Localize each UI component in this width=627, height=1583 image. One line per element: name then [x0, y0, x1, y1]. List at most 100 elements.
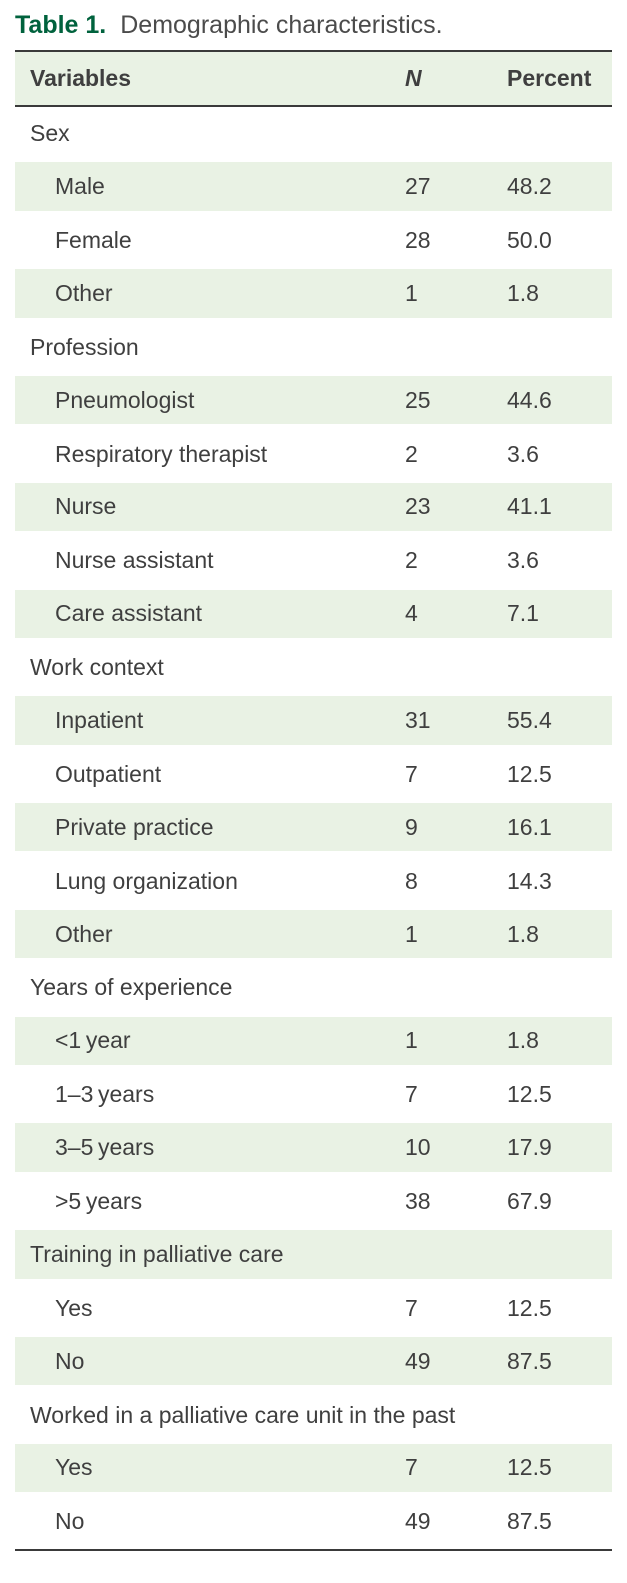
- section-header-row: Training in palliative care: [15, 1228, 612, 1282]
- row-percent-value: 16.1: [507, 813, 552, 840]
- row-label: >5 years: [55, 1188, 143, 1214]
- row-label: No: [55, 1508, 85, 1535]
- table-row: Pneumologist 25 44.6: [15, 373, 612, 428]
- row-label: Female: [55, 226, 132, 253]
- section-header-label: Years of experience: [30, 974, 233, 1001]
- row-percent-value: 12.5: [507, 760, 552, 787]
- demographics-table: Variables N Percent Sex Male 27 48.2 Female 2…: [15, 50, 612, 1551]
- row-n-value: 2: [405, 440, 418, 467]
- row-n-value: 31: [405, 706, 431, 733]
- row-percent-value: 55.4: [507, 706, 552, 733]
- section-header-row: Sex: [15, 107, 612, 160]
- row-percent-value: 48.2: [507, 173, 552, 200]
- table-header-row: Variables N Percent: [15, 50, 612, 107]
- row-n-value: 7: [405, 1454, 418, 1481]
- row-percent-value: 3.6: [507, 440, 539, 467]
- table-row: Yes 7 12.5: [15, 1282, 612, 1335]
- row-percent-value: 3.6: [507, 547, 539, 574]
- row-label: No: [55, 1347, 85, 1374]
- row-percent-value: 12.5: [507, 1454, 552, 1481]
- row-percent-value: 87.5: [507, 1347, 552, 1374]
- row-n-value: 1: [405, 279, 418, 306]
- row-label: Inpatient: [55, 706, 144, 733]
- row-label: <1 year: [55, 1027, 131, 1054]
- table-title: Table 1. Demographic characteristics.: [15, 10, 612, 40]
- section-header-row: Worked in a palliative care unit in the …: [15, 1388, 612, 1441]
- section-header-label: Training in palliative care: [30, 1240, 284, 1267]
- table-row: Female 28 50.0: [15, 214, 612, 267]
- row-percent-value: 12.5: [507, 1081, 552, 1108]
- row-percent-value: 12.5: [507, 1294, 552, 1321]
- row-label: Lung organization: [55, 867, 238, 894]
- row-label: Other: [55, 279, 113, 306]
- row-label: Outpatient: [55, 760, 162, 787]
- section-header-row: Work context: [15, 641, 612, 694]
- section-header-label: Sex: [30, 120, 70, 147]
- table-row: Male 27 48.2: [15, 160, 612, 214]
- table-row: No 49 87.5: [15, 1334, 612, 1389]
- row-n-value: 49: [405, 1347, 431, 1374]
- row-label: Respiratory therapist: [55, 440, 268, 467]
- row-label: Nurse assistant: [55, 547, 214, 574]
- section-header-row: Profession: [15, 321, 612, 374]
- row-percent-value: 17.9: [507, 1134, 552, 1161]
- row-n-value: 7: [405, 1081, 418, 1108]
- table-row: Nurse assistant 2 3.6: [15, 534, 612, 587]
- table-row: 3–5 years 10 17.9: [15, 1121, 612, 1175]
- row-n-value: 9: [405, 813, 418, 840]
- table-row: Lung organization 8 14.3: [15, 854, 612, 907]
- row-label: Yes: [55, 1294, 93, 1321]
- row-label: 3–5 years: [55, 1134, 155, 1161]
- row-n-value: 38: [405, 1188, 431, 1214]
- row-percent-value: 1.8: [507, 279, 539, 306]
- row-n-value: 28: [405, 226, 431, 253]
- row-n-value: 7: [405, 1294, 418, 1321]
- section-header-row: Years of experience: [15, 961, 612, 1014]
- row-n-value: 1: [405, 1027, 418, 1054]
- row-n-value: 4: [405, 600, 418, 627]
- table-title-label: Table 1.: [15, 11, 107, 39]
- table-title-caption: Demographic characteristics.: [120, 11, 443, 39]
- table-body: Sex Male 27 48.2 Female 28 50.0 Other 1 1.8 Profes…: [15, 107, 612, 1551]
- section-header-label: Profession: [30, 333, 139, 360]
- table-row: Other 1 1.8: [15, 267, 612, 321]
- row-n-value: 8: [405, 867, 418, 894]
- row-label: Nurse: [55, 493, 117, 520]
- column-header-variables: Variables: [30, 65, 132, 91]
- row-percent-value: 50.0: [507, 226, 552, 253]
- row-label: Male: [55, 173, 105, 200]
- row-percent-value: 1.8: [507, 920, 539, 947]
- row-percent-value: 67.9: [507, 1188, 552, 1214]
- row-label: Care assistant: [55, 600, 203, 627]
- row-n-value: 27: [405, 173, 431, 200]
- row-label: Pneumologist: [55, 386, 195, 413]
- table-row: Inpatient 31 55.4: [15, 694, 612, 748]
- table-row: Outpatient 7 12.5: [15, 748, 612, 801]
- table-row: Nurse 23 41.1: [15, 480, 612, 535]
- column-header-n: N: [405, 65, 422, 91]
- row-n-value: 23: [405, 493, 431, 520]
- row-percent-value: 87.5: [507, 1508, 552, 1535]
- row-percent-value: 41.1: [507, 493, 552, 520]
- table-row: No 49 87.5: [15, 1495, 612, 1548]
- row-label: Private practice: [55, 813, 214, 840]
- row-label: 1–3 years: [55, 1081, 155, 1108]
- row-percent-value: 44.6: [507, 386, 552, 413]
- section-header-label: Work context: [30, 654, 164, 681]
- table-row: Respiratory therapist 2 3.6: [15, 427, 612, 480]
- row-n-value: 10: [405, 1134, 431, 1161]
- table-row: Private practice 9 16.1: [15, 801, 612, 855]
- row-n-value: 1: [405, 920, 418, 947]
- row-n-value: 49: [405, 1508, 431, 1535]
- row-percent-value: 14.3: [507, 867, 552, 894]
- table-row: >5 years 38 67.9: [15, 1175, 612, 1228]
- row-percent-value: 1.8: [507, 1027, 539, 1054]
- row-n-value: 2: [405, 547, 418, 574]
- table-row: <1 year 1 1.8: [15, 1014, 612, 1069]
- row-n-value: 7: [405, 760, 418, 787]
- table-row: Yes 7 12.5: [15, 1441, 612, 1496]
- row-percent-value: 7.1: [507, 600, 539, 627]
- column-header-percent: Percent: [507, 65, 592, 91]
- table-row: Care assistant 4 7.1: [15, 587, 612, 641]
- row-label: Other: [55, 920, 113, 947]
